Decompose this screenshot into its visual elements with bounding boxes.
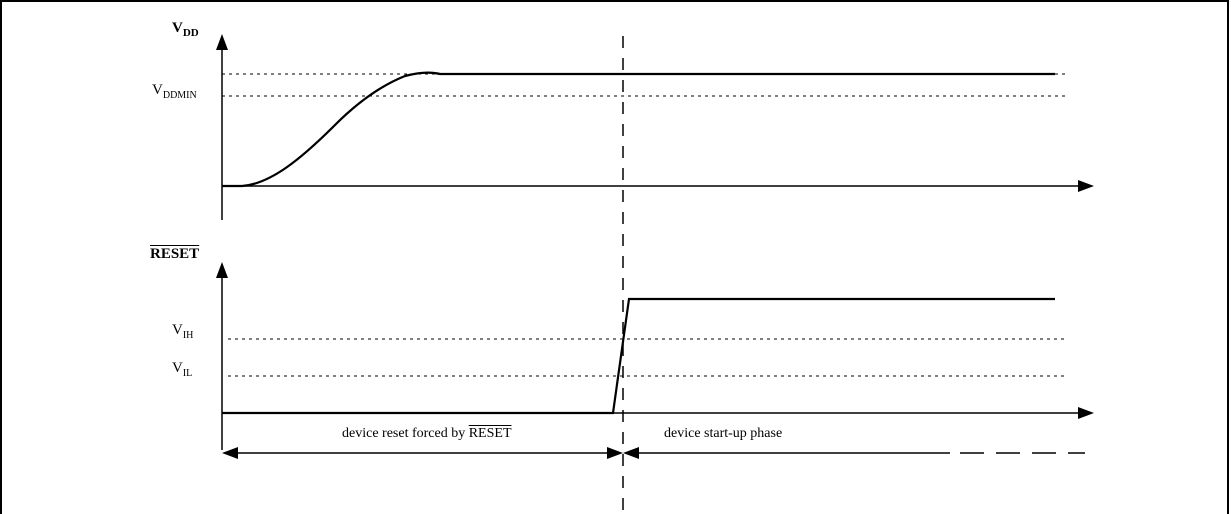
vil-label: VIL [172,360,192,379]
reset-phase-label-prefix: device reset forced by [342,426,469,441]
reset-waveform [222,297,1055,415]
vdd-y-axis-arrow [216,34,228,50]
vddmin-label-sub: DDMIN [162,90,197,101]
reset-axis-label-text: RESET [150,246,200,262]
vih-label-sub: IH [182,330,194,341]
reset-phase-label: device reset forced by RESET [342,426,512,442]
vil-label-sub: IL [182,368,193,379]
reset-phase-arrow-left [222,447,238,459]
vdd-x-axis-arrow [1078,180,1094,192]
reset-phase-label-signal: RESET [468,426,512,441]
vddmin-label: VDDMIN [152,82,197,101]
startup-phase-arrow-left [623,447,639,459]
vdd-axis-label-sub: DD [182,27,199,39]
vih-label-main: V [172,322,183,338]
reset-axis-label: RESET [150,246,199,263]
vdd-axis-label-main: V [172,20,183,36]
vih-label: VIH [172,322,193,341]
vddmin-label-main: V [152,82,163,98]
reset-y-axis-arrow [216,262,228,278]
reset-x-axis-arrow [1078,407,1094,419]
vdd-axis-label: VDD [172,20,199,39]
vdd-waveform [222,71,1055,188]
startup-phase-label-text: device start-up phase [664,426,783,441]
reset-phase-arrow-right [607,447,623,459]
vil-label-main: V [172,360,183,376]
startup-phase-label: device start-up phase [664,426,782,442]
